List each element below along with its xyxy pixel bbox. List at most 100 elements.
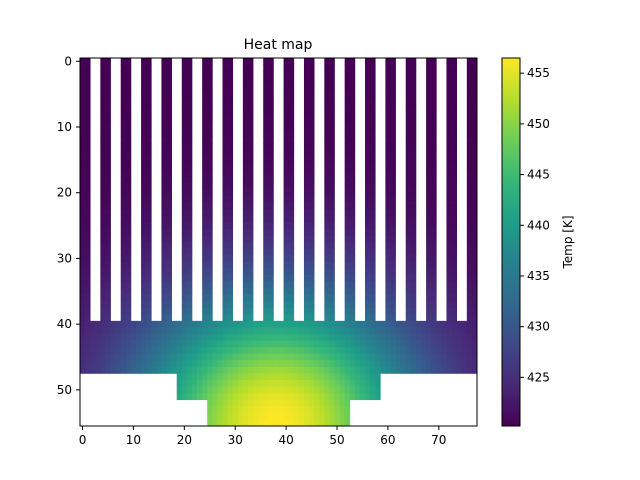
heat-cell bbox=[303, 163, 310, 171]
heat-cell bbox=[288, 110, 295, 118]
heat-cell bbox=[451, 117, 457, 125]
heat-cell bbox=[171, 334, 178, 341]
heat-cell bbox=[85, 176, 91, 184]
heat-cell bbox=[247, 215, 254, 223]
heat-cell bbox=[365, 104, 371, 111]
heat-cell bbox=[344, 58, 351, 65]
heat-cell bbox=[329, 150, 335, 157]
heat-cell bbox=[471, 90, 478, 98]
heat-cell bbox=[242, 84, 249, 92]
heat-cell bbox=[365, 242, 371, 249]
heat-cell bbox=[268, 261, 274, 269]
heat-cell bbox=[359, 353, 366, 361]
heat-cell bbox=[110, 347, 116, 355]
heat-cell bbox=[298, 347, 305, 355]
heat-cell bbox=[222, 340, 228, 348]
heat-cell bbox=[263, 386, 269, 394]
heat-cell bbox=[80, 136, 86, 144]
heat-cell bbox=[278, 366, 284, 374]
heat-cell bbox=[80, 360, 86, 368]
heat-cell bbox=[324, 77, 330, 85]
heat-cell bbox=[283, 202, 290, 210]
heat-cell bbox=[263, 301, 269, 309]
heat-cell bbox=[161, 353, 167, 361]
heat-cell bbox=[410, 314, 417, 322]
heat-cell bbox=[222, 393, 228, 401]
heat-cell bbox=[319, 393, 325, 401]
heat-cell bbox=[324, 97, 330, 105]
heat-cell bbox=[161, 143, 167, 151]
heat-cell bbox=[324, 163, 330, 171]
heat-cell bbox=[390, 150, 396, 157]
heat-cell bbox=[298, 419, 305, 427]
heat-cell bbox=[405, 228, 412, 236]
heat-cell bbox=[186, 268, 193, 276]
heat-cell bbox=[105, 77, 111, 85]
heat-cell bbox=[222, 117, 228, 125]
heat-cell bbox=[446, 228, 452, 236]
heat-cell bbox=[100, 130, 106, 138]
heat-cell bbox=[166, 314, 172, 322]
heat-cell bbox=[431, 143, 437, 151]
heat-cell bbox=[303, 242, 310, 249]
heat-cell bbox=[385, 64, 391, 72]
heat-cell bbox=[181, 373, 188, 381]
heat-cell bbox=[309, 380, 315, 387]
heat-cell bbox=[135, 360, 142, 368]
heat-cell bbox=[431, 307, 437, 315]
heat-cell bbox=[202, 327, 208, 335]
heat-cell bbox=[344, 406, 351, 414]
heat-cell bbox=[181, 202, 188, 210]
heat-cell bbox=[141, 314, 147, 322]
heat-cell bbox=[466, 77, 473, 85]
heat-cell bbox=[293, 419, 300, 427]
heat-cell bbox=[405, 182, 412, 190]
heat-cell bbox=[390, 274, 396, 282]
heat-cell bbox=[222, 274, 228, 282]
heat-cell bbox=[390, 169, 396, 177]
heat-cell bbox=[181, 90, 188, 98]
heat-cell bbox=[268, 288, 274, 295]
colorbar-tick-label: 435 bbox=[527, 269, 550, 283]
heat-cell bbox=[100, 182, 106, 190]
heat-cell bbox=[370, 248, 376, 256]
heat-cell bbox=[242, 347, 249, 355]
heat-cell bbox=[283, 412, 290, 420]
heat-cell bbox=[385, 301, 391, 309]
heat-cell bbox=[247, 71, 254, 79]
heat-cell bbox=[207, 84, 213, 92]
heat-cell bbox=[273, 327, 279, 335]
heat-cell bbox=[288, 64, 295, 72]
heat-cell bbox=[268, 380, 274, 387]
heat-cell bbox=[324, 347, 330, 355]
heat-cell bbox=[186, 288, 193, 295]
heat-cell bbox=[451, 235, 457, 243]
heat-cell bbox=[446, 189, 452, 197]
heat-cell bbox=[400, 327, 407, 335]
heat-cell bbox=[309, 209, 315, 217]
heat-cell bbox=[186, 202, 193, 210]
heat-cell bbox=[202, 130, 208, 138]
heat-cell bbox=[451, 64, 457, 72]
heat-cell bbox=[426, 281, 432, 289]
heat-cell bbox=[324, 84, 330, 92]
heat-cell bbox=[365, 301, 371, 309]
heat-cell bbox=[100, 163, 106, 171]
heat-cell bbox=[349, 90, 356, 98]
heat-cell bbox=[410, 261, 417, 269]
heat-cell bbox=[324, 334, 330, 341]
heat-cell bbox=[329, 360, 335, 368]
heat-cell bbox=[120, 97, 127, 105]
heat-cell bbox=[197, 327, 203, 335]
heat-cell bbox=[125, 58, 132, 65]
heat-cell bbox=[80, 366, 86, 374]
heat-cell bbox=[166, 143, 172, 151]
heat-cell bbox=[141, 228, 147, 236]
heat-cell bbox=[329, 222, 335, 230]
heat-cell bbox=[242, 340, 249, 348]
heat-cell bbox=[247, 189, 254, 197]
heat-cell bbox=[298, 412, 305, 420]
heat-cell bbox=[436, 327, 442, 335]
heat-cell bbox=[247, 353, 254, 361]
